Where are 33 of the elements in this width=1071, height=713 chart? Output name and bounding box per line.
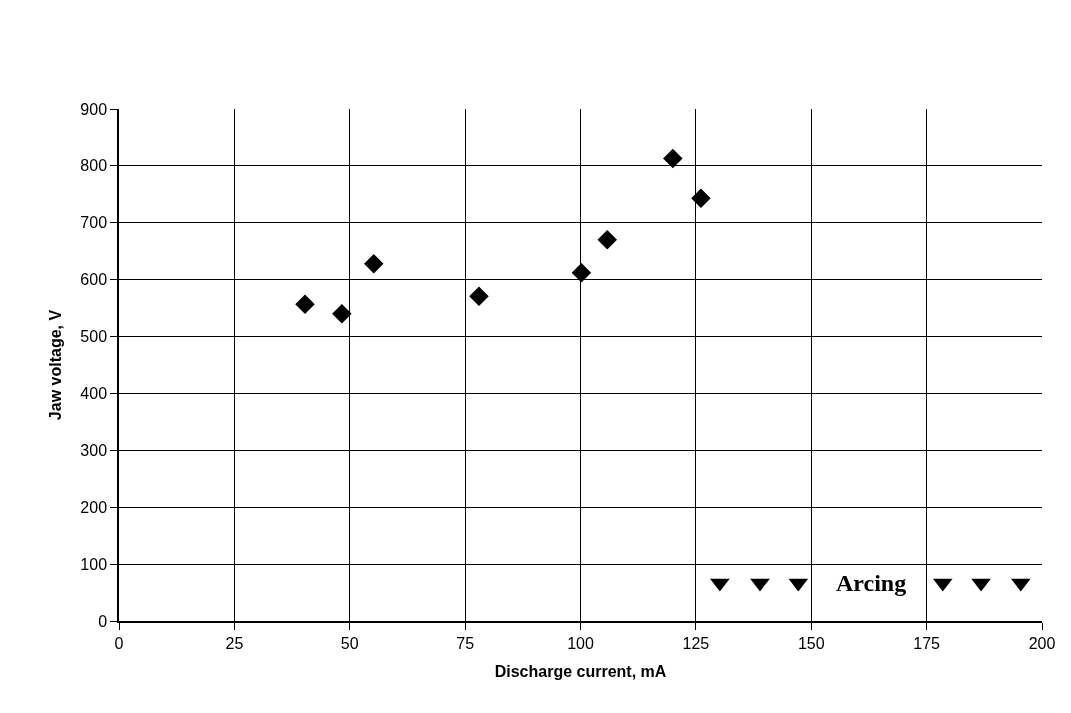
x-tick-label: 125: [682, 634, 710, 652]
point: [332, 304, 352, 324]
x-tick-label: 0: [114, 634, 124, 652]
y-tick-label: 800: [80, 157, 108, 175]
y-tick-label: 400: [80, 385, 108, 403]
point: [364, 253, 384, 274]
y-axis-title: Jaw voltage, V: [46, 309, 64, 421]
y-tick-label: 300: [80, 441, 108, 459]
point: [663, 148, 683, 169]
point: [295, 294, 315, 314]
x-tick-label: 200: [1028, 634, 1056, 652]
y-tick-label: 900: [80, 100, 108, 118]
point: [750, 578, 770, 592]
point: [691, 188, 711, 209]
point: [971, 578, 991, 592]
x-tick-label: 175: [913, 634, 941, 652]
x-axis-title: Discharge current, mA: [494, 663, 667, 681]
x-tick-label: 50: [340, 634, 359, 652]
y-tick-label: 100: [80, 555, 108, 573]
y-tick-label: 700: [80, 214, 108, 232]
y-tick-label: 600: [80, 271, 108, 289]
y-tick-label: 500: [80, 328, 108, 346]
x-tick-label: 150: [797, 634, 825, 652]
y-tick-label: 0: [98, 612, 108, 630]
point: [469, 286, 489, 306]
y-tick-label: 200: [80, 498, 108, 516]
x-tick-label: 25: [225, 634, 244, 652]
point: [571, 263, 592, 283]
point: [597, 230, 618, 250]
point: [710, 578, 730, 592]
x-tick-label: 75: [456, 634, 475, 652]
x-tick-label: 100: [567, 634, 594, 652]
annotation: Arcing: [836, 570, 907, 596]
